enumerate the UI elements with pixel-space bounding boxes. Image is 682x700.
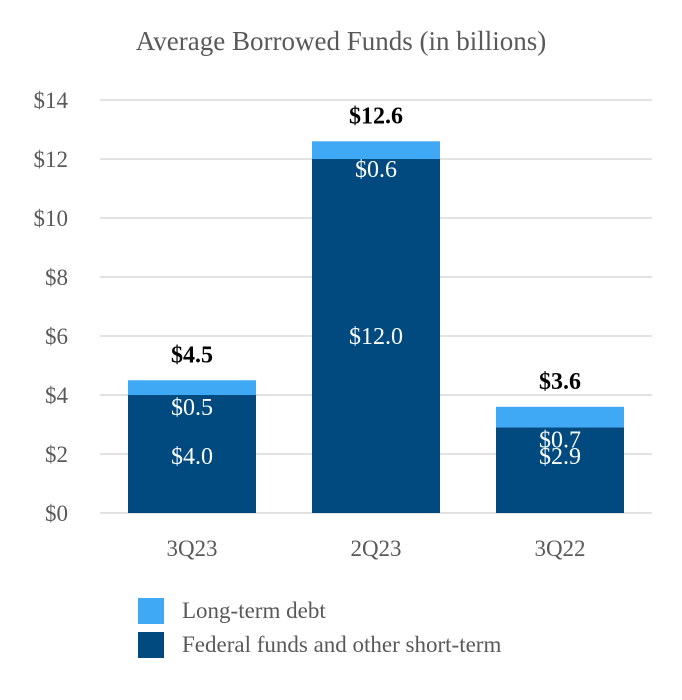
x-tick-label: 2Q23 xyxy=(350,536,401,561)
x-tick-label: 3Q23 xyxy=(166,536,217,561)
legend-label-federal-funds: Federal funds and other short-term xyxy=(182,632,502,657)
legend: Long-term debt Federal funds and other s… xyxy=(138,594,501,662)
legend-swatch-federal-funds xyxy=(138,632,164,658)
y-tick-label: $2 xyxy=(45,442,68,467)
data-label: $4.0 xyxy=(171,444,213,470)
legend-item-federal-funds: Federal funds and other short-term xyxy=(138,628,501,662)
data-label: $0.5 xyxy=(171,395,213,421)
legend-item-long-term-debt: Long-term debt xyxy=(138,594,501,628)
y-tick-label: $12 xyxy=(34,147,69,172)
legend-swatch-long-term xyxy=(138,598,164,624)
x-tick-label: 3Q22 xyxy=(534,536,585,561)
chart-title: Average Borrowed Funds (in billions) xyxy=(135,26,547,56)
y-tick-label: $14 xyxy=(34,88,69,113)
total-label: $3.6 xyxy=(539,369,581,395)
data-label: $12.0 xyxy=(349,324,403,350)
bar-segment xyxy=(312,159,440,513)
bar-segment xyxy=(496,427,624,513)
bar-segment xyxy=(128,395,256,513)
y-tick-label: $10 xyxy=(34,206,69,231)
y-tick-label: $0 xyxy=(45,501,68,526)
y-tick-label: $6 xyxy=(45,324,68,349)
bar-segment xyxy=(496,406,624,428)
bar-segment xyxy=(312,141,440,159)
y-tick-label: $4 xyxy=(45,383,69,408)
data-label: $2.9 xyxy=(539,444,581,470)
data-label: $0.7 xyxy=(539,427,581,453)
total-label: $4.5 xyxy=(171,342,213,368)
y-tick-label: $8 xyxy=(45,265,68,290)
total-label: $12.6 xyxy=(349,103,403,129)
bar-segment xyxy=(128,380,256,395)
data-label: $0.6 xyxy=(355,157,397,183)
legend-label-long-term: Long-term debt xyxy=(182,598,326,623)
